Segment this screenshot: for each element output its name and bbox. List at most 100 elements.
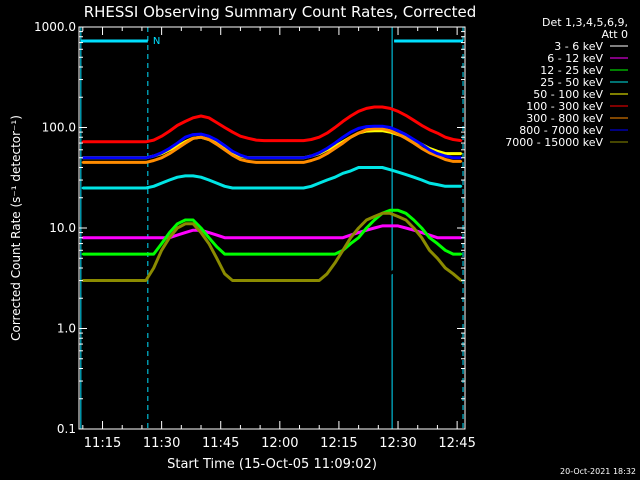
data-point-800-7000-kev: [113, 156, 116, 159]
data-point-25-50-kev: [262, 186, 266, 190]
data-point-7000-15000-kev: [128, 279, 132, 282]
data-point-100-300-kev: [144, 140, 148, 143]
data-point-300-800-kev: [420, 147, 423, 150]
data-point-6-12-kev: [160, 236, 163, 239]
data-point-7000-15000-kev: [262, 279, 266, 282]
data-point-800-7000-kev: [428, 148, 431, 151]
data-point-300-800-kev: [81, 161, 85, 164]
data-point-100-300-kev: [278, 139, 281, 142]
data-point-12-25-kev: [365, 226, 368, 230]
data-point-800-7000-kev: [310, 154, 313, 158]
data-point-300-800-kev: [428, 151, 431, 154]
data-point-7000-15000-kev: [444, 266, 447, 270]
data-point-800-7000-kev: [121, 156, 124, 159]
data-point-300-800-kev: [270, 161, 274, 164]
data-point-12-25-kev: [302, 252, 305, 256]
data-point-300-800-kev: [310, 159, 313, 162]
data-point-300-800-kev: [144, 161, 148, 164]
data-point-3-6-kev: [97, 327, 100, 330]
data-point-12-25-kev: [270, 252, 274, 256]
data-point-12-25-kev: [396, 209, 400, 212]
data-point-300-800-kev: [168, 152, 171, 155]
data-point-3-6-kev: [136, 327, 140, 330]
data-point-12-25-kev: [404, 212, 408, 215]
legend-label: 7000 - 15000 keV: [505, 136, 603, 149]
data-point-100-300-kev: [191, 116, 195, 120]
data-point-3-6-kev: [160, 327, 163, 330]
data-point-3-6-kev: [215, 279, 218, 282]
data-point-6-12-kev: [318, 236, 321, 239]
data-point-100-300-kev: [168, 129, 171, 133]
data-point-800-7000-kev: [105, 156, 108, 159]
data-point-100-300-kev: [404, 114, 408, 117]
data-point-12-25-kev: [113, 252, 116, 256]
data-point-7000-15000-kev: [152, 266, 155, 270]
data-point-7000-15000-kev: [428, 249, 431, 252]
data-point-100-300-kev: [373, 105, 376, 109]
data-point-6-12-kev: [247, 236, 250, 239]
data-point-300-800-kev: [412, 141, 415, 145]
data-point-12-25-kev: [428, 236, 431, 239]
legend-header-line-1: Det 1,3,4,5,6,9,: [542, 16, 628, 29]
data-point-3-6-kev: [381, 279, 384, 282]
data-point-300-800-kev: [294, 161, 297, 164]
data-point-100-300-kev: [396, 110, 400, 113]
data-point-12-25-kev: [318, 252, 321, 256]
data-point-800-7000-kev: [247, 156, 250, 159]
data-point-6-12-kev: [452, 236, 455, 239]
data-point-12-25-kev: [436, 242, 439, 245]
data-point-800-7000-kev: [341, 136, 345, 139]
y-axis-label: Corrected Count Rate (s⁻¹ detector⁻¹): [9, 115, 23, 341]
data-point-25-50-kev: [381, 166, 384, 169]
data-point-800-7000-kev: [144, 156, 148, 159]
data-point-3-6-kev: [270, 327, 274, 330]
data-point-3-6-kev: [184, 272, 187, 275]
data-point-300-800-kev: [113, 161, 116, 164]
data-point-25-50-kev: [318, 181, 321, 185]
data-point-7000-15000-kev: [333, 261, 337, 265]
data-point-7000-15000-kev: [286, 279, 289, 282]
data-point-300-800-kev: [231, 154, 234, 157]
data-point-12-25-kev: [168, 231, 171, 234]
data-point-100-300-kev: [318, 136, 321, 139]
data-point-7000-15000-kev: [341, 249, 345, 252]
data-point-6-12-kev: [262, 236, 266, 239]
data-point-3-6-kev: [121, 327, 124, 330]
data-point-6-12-kev: [152, 236, 155, 239]
data-point-300-800-kev: [357, 131, 360, 135]
data-point-12-25-kev: [89, 252, 92, 256]
data-point-800-7000-kev: [444, 154, 447, 158]
data-point-12-25-kev: [207, 236, 211, 239]
x-tick-label: 12:00: [261, 436, 298, 451]
data-point-100-300-kev: [333, 126, 337, 129]
data-point-300-800-kev: [388, 129, 392, 132]
data-point-3-6-kev: [452, 327, 455, 330]
data-point-12-25-kev: [388, 209, 392, 212]
data-point-7000-15000-kev: [420, 236, 423, 239]
data-point-3-6-kev: [428, 279, 431, 282]
data-point-300-800-kev: [176, 147, 179, 150]
legend-label: 3 - 6 keV: [554, 40, 603, 53]
data-point-25-50-kev: [349, 169, 352, 173]
data-point-12-25-kev: [420, 226, 423, 230]
data-point-100-300-kev: [176, 124, 179, 127]
data-point-100-300-kev: [184, 120, 187, 123]
y-tick-label: 1.0: [57, 322, 76, 336]
data-point-7000-15000-kev: [302, 279, 305, 282]
data-point-7000-15000-kev: [412, 226, 415, 230]
data-point-3-6-kev: [278, 327, 281, 330]
data-point-12-25-kev: [294, 252, 297, 256]
data-point-25-50-kev: [207, 178, 211, 182]
data-point-300-800-kev: [365, 128, 368, 131]
data-point-100-300-kev: [262, 139, 266, 142]
data-point-25-50-kev: [459, 185, 463, 188]
legend-label: 800 - 7000 keV: [519, 124, 603, 137]
data-point-25-50-kev: [113, 186, 116, 190]
data-point-12-25-kev: [184, 218, 187, 222]
data-point-3-6-kev: [349, 327, 352, 330]
data-point-800-7000-kev: [97, 156, 100, 159]
data-point-12-25-kev: [325, 252, 329, 256]
data-point-7000-15000-kev: [452, 272, 455, 275]
data-point-12-25-kev: [223, 252, 226, 256]
